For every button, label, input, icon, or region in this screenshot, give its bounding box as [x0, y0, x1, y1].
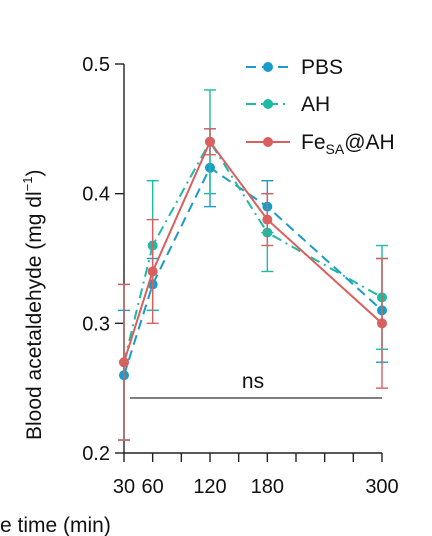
annotation-layer: ns: [130, 370, 382, 399]
y-axis-label: Blood acetaldehyde (mg dl−1): [20, 170, 46, 441]
y-tick-label: 0.5: [82, 54, 110, 76]
x-tick-label: 300: [365, 476, 398, 498]
data-point: [119, 357, 129, 368]
legend-marker: [263, 137, 273, 147]
x-tick-label: 30: [113, 476, 135, 498]
legend-marker: [263, 62, 273, 72]
series-line: [123, 139, 383, 363]
axes: 0.2 0.3 0.4 0.5 30 60 120 180 300: [82, 54, 399, 498]
series-line: [123, 139, 383, 363]
data-point: [377, 318, 387, 329]
legend-label: AH: [301, 93, 330, 116]
series-1: [118, 128, 388, 441]
x-tick-label: 120: [193, 476, 226, 498]
y-tick-label: 0.3: [82, 313, 110, 335]
legend-label: FeSA@AH: [301, 131, 395, 157]
x-axis-label: e time (min): [0, 514, 111, 536]
series-3: [118, 128, 388, 441]
series-layer: [118, 89, 388, 441]
x-tick-label: 60: [142, 476, 164, 498]
data-point: [262, 214, 273, 225]
ns-annotation: ns: [242, 370, 264, 393]
x-tick-label: 180: [251, 476, 284, 498]
y-tick-label: 0.4: [82, 184, 110, 206]
y-tick-label: 0.2: [82, 443, 110, 465]
legend-label: PBS: [301, 56, 343, 79]
data-point: [147, 266, 158, 277]
data-point: [205, 136, 215, 147]
legend: PBS AH FeSA@AH: [246, 56, 395, 157]
legend-marker: [263, 99, 273, 109]
